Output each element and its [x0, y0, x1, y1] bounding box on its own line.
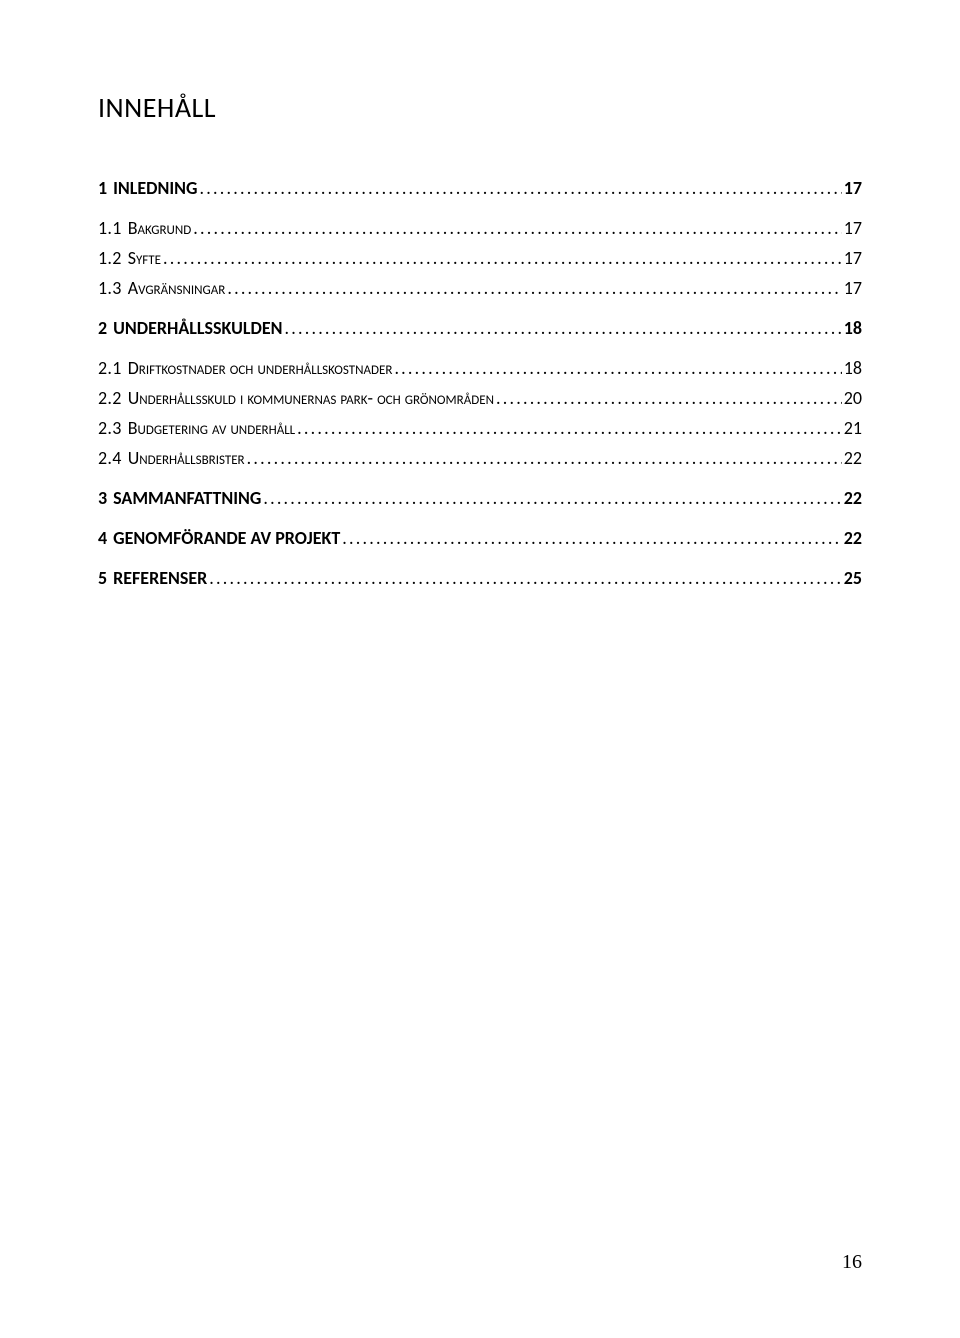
toc-entry-page: 17 — [844, 219, 862, 237]
toc-entry-page: 17 — [844, 179, 862, 197]
toc-entry-page: 22 — [844, 449, 862, 467]
toc-entry-number: 2.1 — [98, 359, 122, 377]
toc-entry: 5 REFERENSER 25 — [98, 569, 862, 587]
toc-title: INNEHÅLL — [98, 90, 862, 125]
toc-leader-dots — [200, 179, 842, 197]
toc-entry: 4 GENOMFÖRANDE AV PROJEKT 22 — [98, 529, 862, 547]
toc-entry-number: 4 — [98, 529, 107, 547]
page-number: 16 — [842, 1251, 862, 1274]
toc-entry-label: GENOMFÖRANDE AV PROJEKT — [113, 529, 340, 547]
toc-entry-label: Underhållsbrister — [128, 449, 245, 467]
toc-entry-number: 1.3 — [98, 279, 122, 297]
toc-entry-page: 21 — [844, 419, 862, 437]
toc-entry-number: 1.1 — [98, 219, 122, 237]
toc-entry-page: 17 — [844, 249, 862, 267]
toc-entry-number: 1.2 — [98, 249, 122, 267]
toc-group-gap — [98, 209, 862, 219]
toc-entry-label: INLEDNING — [113, 179, 197, 197]
toc-leader-dots — [163, 249, 842, 267]
toc-leader-dots — [394, 359, 841, 377]
toc-entry-number: 2.2 — [98, 389, 122, 407]
toc-group-gap — [98, 559, 862, 569]
toc-entry-label: REFERENSER — [113, 569, 207, 587]
toc-entry: 1.2 Syfte 17 — [98, 249, 862, 267]
toc-entry-number: 2.3 — [98, 419, 122, 437]
toc-entry-number: 2 — [98, 319, 107, 337]
toc-leader-dots — [342, 529, 841, 547]
toc-leader-dots — [496, 389, 842, 407]
toc-entry: 1 INLEDNING 17 — [98, 179, 862, 197]
toc-entry-page: 20 — [844, 389, 862, 407]
toc-entry: 1.3 Avgränsningar 17 — [98, 279, 862, 297]
toc-entry: 2 UNDERHÅLLSSKULDEN 18 — [98, 319, 862, 337]
toc-entry-label: Budgetering av underhåll — [128, 419, 295, 437]
toc-entry-number: 2.4 — [98, 449, 122, 467]
toc-entry: 1.1 Bakgrund 17 — [98, 219, 862, 237]
toc-entry: 2.3 Budgetering av underhåll 21 — [98, 419, 862, 437]
toc-entry-number: 5 — [98, 569, 107, 587]
toc-leader-dots — [247, 449, 842, 467]
toc-entry: 2.2 Underhållsskuld i kommunernas park- o… — [98, 389, 862, 407]
toc-entry-label: Driftkostnader och underhållskostnader — [128, 359, 393, 377]
toc-entry-label: Underhållsskuld i kommunernas park- och … — [128, 389, 494, 407]
toc-entry-page: 22 — [844, 489, 862, 507]
toc-leader-dots — [284, 319, 841, 337]
toc-entry-label: Avgränsningar — [128, 279, 226, 297]
toc-entry-number: 3 — [98, 489, 107, 507]
toc-entry-page: 18 — [844, 319, 862, 337]
toc-entry-label: UNDERHÅLLSSKULDEN — [113, 319, 282, 337]
page: INNEHÅLL 1INLEDNING171.1Bakgrund171.2 Sy… — [0, 0, 960, 1338]
toc-leader-dots — [297, 419, 842, 437]
toc-entry-page: 17 — [844, 279, 862, 297]
toc-entry-label: Syfte — [128, 249, 161, 267]
toc-entry-label: Bakgrund — [128, 219, 192, 237]
toc-entry: 2.1 Driftkostnader och underhållskostnade… — [98, 359, 862, 377]
toc-container: 1 INLEDNING 17 1.1 Bakgrund 17 1.2 Syfte 17 1.3 A… — [98, 179, 862, 587]
toc-leader-dots — [193, 219, 841, 237]
toc-entry: 3 SAMMANFATTNING 22 — [98, 489, 862, 507]
toc-entry: 2.4 Underhållsbrister 22 — [98, 449, 862, 467]
toc-leader-dots — [209, 569, 841, 587]
toc-entry-page: 18 — [844, 359, 862, 377]
toc-entry-number: 1 — [98, 179, 107, 197]
toc-entry-label: SAMMANFATTNING — [113, 489, 261, 507]
toc-entry-page: 22 — [844, 529, 862, 547]
toc-leader-dots — [227, 279, 841, 297]
toc-entry-page: 25 — [844, 569, 862, 587]
toc-leader-dots — [263, 489, 841, 507]
